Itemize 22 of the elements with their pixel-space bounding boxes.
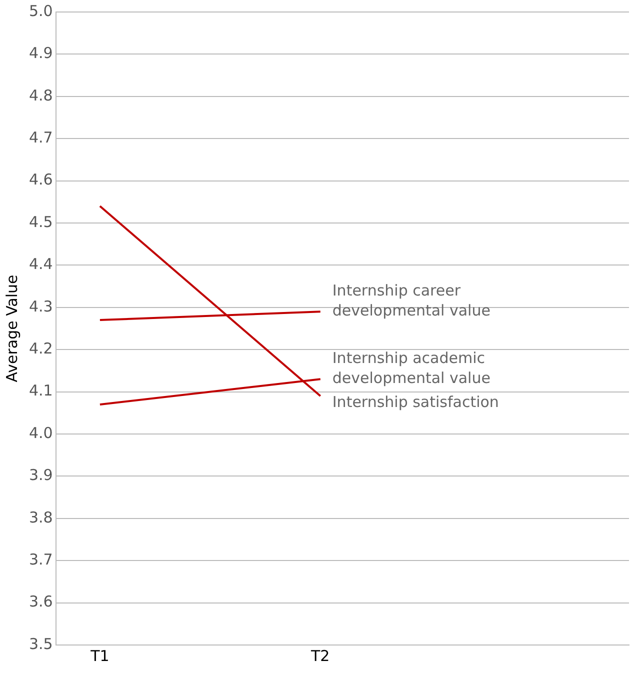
y-tick-label: 4.8: [28, 86, 53, 104]
y-tick-label: 4.6: [28, 170, 53, 189]
y-axis-title: Average Value: [2, 274, 21, 382]
y-tick-label: 4.2: [28, 339, 53, 358]
y-tick-label: 3.8: [28, 508, 53, 526]
y-tick-label: 3.9: [28, 466, 53, 484]
y-tick-label: 3.7: [28, 550, 53, 568]
y-tick-label: 4.9: [28, 44, 53, 62]
y-tick-label: 4.1: [28, 382, 53, 400]
y-tick-label: 3.5: [28, 634, 53, 653]
series-label: Internship academic developmental value: [332, 349, 490, 388]
series-label: Internship career developmental value: [332, 282, 490, 320]
y-tick-label: 4.7: [28, 128, 53, 146]
x-tick-label: T2: [310, 646, 330, 665]
y-tick-label: 4.0: [28, 424, 53, 442]
y-tick-label: 4.3: [28, 297, 53, 316]
y-tick-label: 4.4: [28, 255, 53, 274]
y-tick-label: 3.6: [28, 592, 53, 611]
y-tick-label: 4.5: [28, 212, 53, 231]
series-label: Internship satisfaction: [332, 393, 499, 412]
y-tick-label: 5.0: [28, 2, 53, 20]
x-tick-label: T1: [90, 646, 110, 665]
